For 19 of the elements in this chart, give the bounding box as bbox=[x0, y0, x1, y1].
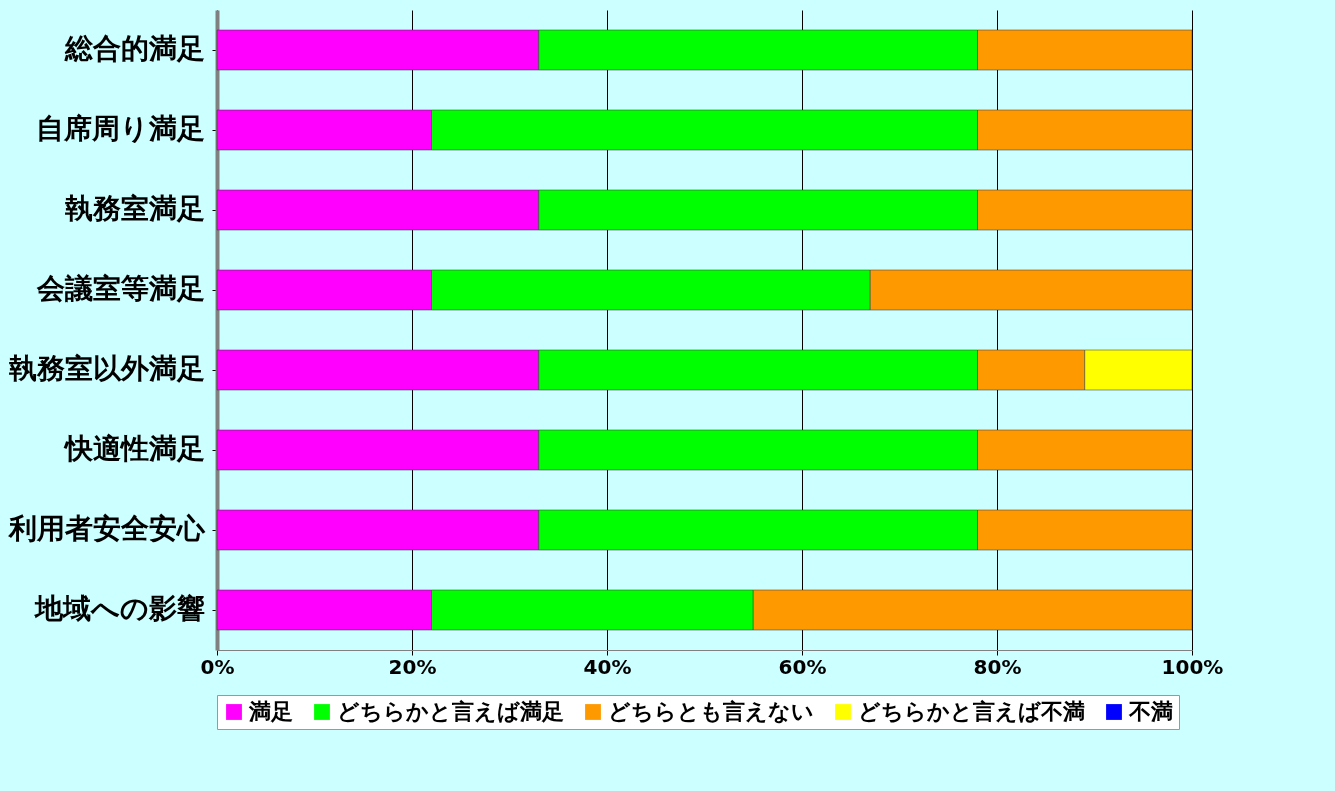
x-tick-label: 80% bbox=[973, 654, 1022, 679]
legend-label: どちらかと言えば満足 bbox=[337, 699, 564, 724]
y-tick-label: 自席周り満足 bbox=[35, 112, 205, 145]
x-tick-label: 100% bbox=[1161, 654, 1224, 679]
y-tick-label: 執務室以外満足 bbox=[7, 352, 205, 385]
y-tick-label: 快適性満足 bbox=[62, 432, 205, 465]
y-tick-label: 地域への影響 bbox=[32, 592, 205, 625]
legend-label: 満足 bbox=[248, 699, 293, 724]
y-tick-label: 利用者安全安心 bbox=[7, 512, 206, 545]
y-tick-label: 会議室等満足 bbox=[35, 272, 205, 305]
x-tick-label: 20% bbox=[388, 654, 437, 679]
legend-label: どちらかと言えば不満 bbox=[858, 699, 1085, 724]
y-tick-label: 執務室満足 bbox=[63, 192, 205, 225]
x-tick-label: 60% bbox=[778, 654, 827, 679]
x-tick-label: 40% bbox=[583, 654, 632, 679]
legend-label: 不満 bbox=[1128, 699, 1173, 724]
y-tick-label: 総合的満足 bbox=[63, 32, 205, 65]
x-tick-label: 0% bbox=[200, 654, 235, 679]
legend-label: どちらとも言えない bbox=[608, 699, 814, 724]
